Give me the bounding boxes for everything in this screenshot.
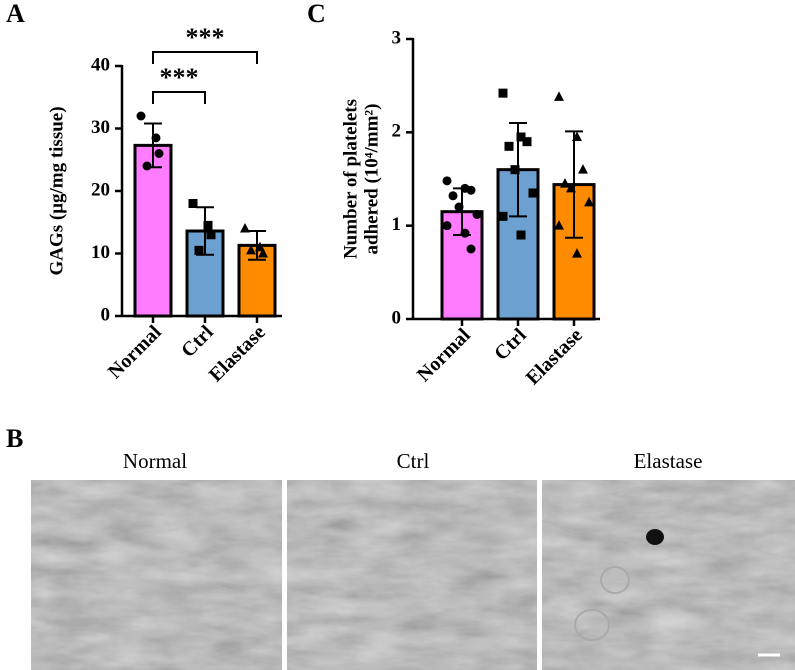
data-point: [136, 111, 146, 121]
data-point: [578, 164, 588, 174]
data-point: [154, 149, 164, 158]
data-point: [240, 223, 250, 233]
data-point: [498, 88, 508, 98]
data-point: [246, 244, 256, 255]
data-point: [448, 191, 458, 201]
data-point: [504, 141, 514, 151]
image-title: Normal: [123, 449, 187, 473]
data-point: [510, 165, 520, 175]
data-point: [584, 196, 594, 207]
significance-label: ***: [160, 63, 199, 92]
significance-bracket: [152, 51, 258, 64]
cell: [600, 566, 630, 594]
sem-image: [287, 480, 537, 670]
panel-label: C: [307, 0, 326, 28]
x-tick-label: Normal: [413, 324, 475, 386]
x-tick-label: Elastase: [205, 321, 270, 386]
image-title: Elastase: [634, 449, 703, 473]
data-point: [466, 244, 476, 254]
data-point: [454, 202, 464, 212]
data-point: [151, 133, 161, 143]
x-tick-label: Ctrl: [177, 321, 218, 362]
data-point: [516, 230, 526, 240]
y-tick-label: 10: [91, 242, 110, 263]
data-point: [572, 248, 582, 258]
data-point: [188, 199, 198, 208]
y-axis-label: GAGs (μg/mg tissue): [46, 106, 67, 275]
data-point: [498, 211, 508, 221]
error-bar: [565, 130, 583, 239]
y-tick-label: 0: [392, 307, 402, 328]
data-point: [560, 178, 570, 188]
y-tick-label: 0: [101, 304, 111, 325]
data-point: [194, 245, 204, 255]
y-axis-label: Number of platelets: [340, 99, 361, 259]
data-point: [566, 182, 576, 193]
y-tick-label: 40: [91, 54, 110, 75]
panel-label: A: [6, 0, 25, 28]
data-point: [460, 228, 470, 238]
data-point: [442, 176, 452, 186]
y-tick-label: 3: [392, 27, 402, 48]
y-axis-label: adhered (10⁴/mm²): [361, 104, 382, 255]
y-tick-label: 2: [392, 121, 402, 142]
bar: [133, 143, 173, 318]
data-point: [255, 241, 265, 252]
sem-images: Normal Ctrl Elastase: [31, 449, 795, 670]
x-tick-label: Normal: [104, 321, 166, 383]
error-bar: [248, 230, 266, 261]
data-point: [258, 248, 268, 258]
data-point: [572, 131, 582, 141]
data-point: [516, 132, 526, 142]
x-tick-label: Elastase: [522, 324, 587, 389]
data-point: [203, 220, 213, 230]
data-point: [472, 209, 482, 219]
data-point: [466, 185, 476, 195]
y-tick-label: 30: [91, 117, 110, 138]
significance-label: ***: [186, 23, 225, 52]
sem-image: [31, 480, 282, 670]
chart: 0 10 20 30 40 GAGs (μg/mg tissue) Normal CtrlEl…: [46, 23, 282, 386]
data-point: [142, 161, 152, 171]
data-point: [554, 91, 564, 101]
data-point: [554, 220, 564, 230]
data-point: [522, 137, 532, 147]
panel-label: B: [6, 424, 23, 453]
data-point: [442, 221, 452, 231]
y-tick-label: 1: [392, 214, 402, 235]
data-point: [528, 188, 538, 198]
y-tick-label: 20: [91, 179, 110, 200]
cell: [574, 609, 610, 641]
chart: 0 1 2 3 Number of platelets adhered (10⁴/mm²)…: [340, 27, 600, 389]
pore: [646, 529, 664, 545]
x-tick-label: Ctrl: [490, 324, 531, 365]
significance-bracket: [152, 91, 206, 104]
data-point: [206, 230, 216, 240]
image-title: Ctrl: [397, 449, 430, 473]
sem-image: [542, 480, 795, 670]
